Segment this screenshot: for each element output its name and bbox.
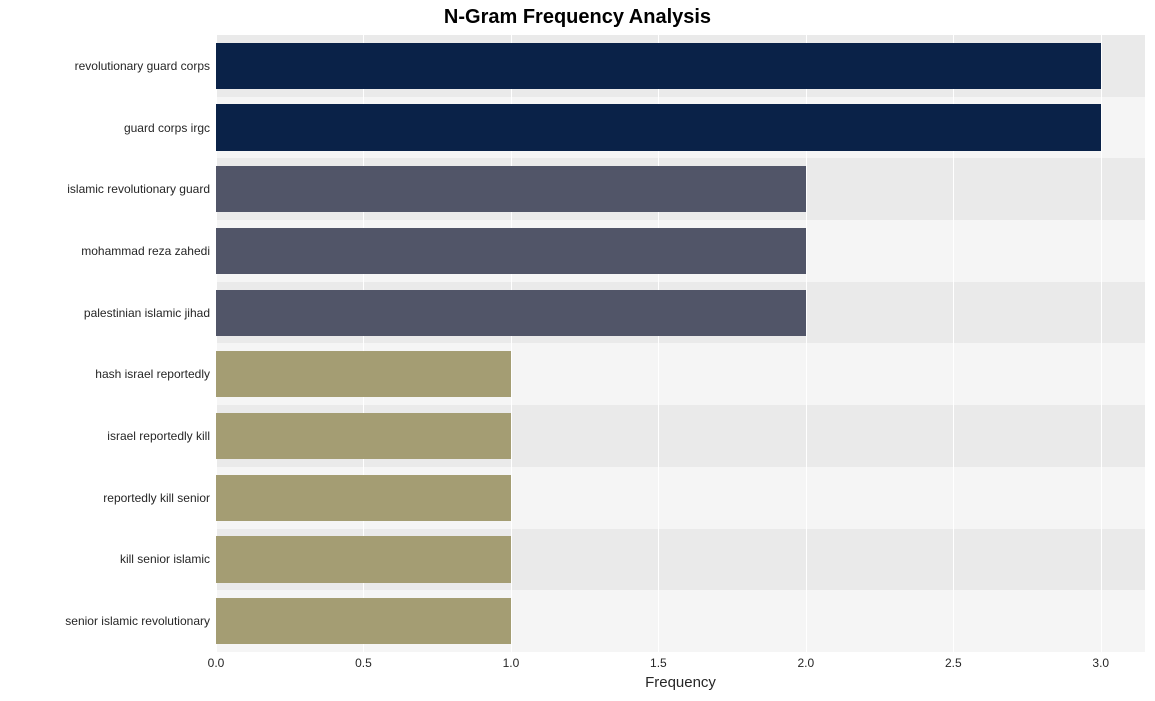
y-tick-label: israel reportedly kill (107, 429, 210, 443)
x-tick-label: 0.0 (208, 656, 225, 670)
x-tick-label: 2.0 (797, 656, 814, 670)
bar (216, 166, 806, 212)
y-tick-label: kill senior islamic (120, 552, 210, 566)
bar (216, 413, 511, 459)
x-tick-label: 2.5 (945, 656, 962, 670)
bar (216, 536, 511, 582)
bar (216, 598, 511, 644)
y-tick-label: mohammad reza zahedi (81, 244, 210, 258)
x-tick-label: 0.5 (355, 656, 372, 670)
x-tick-label: 3.0 (1092, 656, 1109, 670)
bar (216, 290, 806, 336)
x-tick-label: 1.5 (650, 656, 667, 670)
y-tick-label: revolutionary guard corps (75, 59, 210, 73)
bar (216, 228, 806, 274)
bar (216, 104, 1101, 150)
bar (216, 475, 511, 521)
chart-title: N-Gram Frequency Analysis (0, 6, 1155, 29)
bar (216, 43, 1101, 89)
x-tick-label: 1.0 (503, 656, 520, 670)
chart-container: N-Gram Frequency Analysis Frequency revo… (0, 0, 1155, 701)
y-tick-label: palestinian islamic jihad (84, 306, 210, 320)
grid-line (1101, 35, 1102, 652)
y-tick-label: senior islamic revolutionary (65, 614, 210, 628)
plot-area (216, 35, 1145, 652)
y-tick-label: islamic revolutionary guard (67, 182, 210, 196)
bar (216, 351, 511, 397)
y-tick-label: hash israel reportedly (95, 367, 210, 381)
y-tick-label: guard corps irgc (124, 121, 210, 135)
x-axis-title: Frequency (216, 674, 1145, 691)
y-tick-label: reportedly kill senior (103, 491, 210, 505)
